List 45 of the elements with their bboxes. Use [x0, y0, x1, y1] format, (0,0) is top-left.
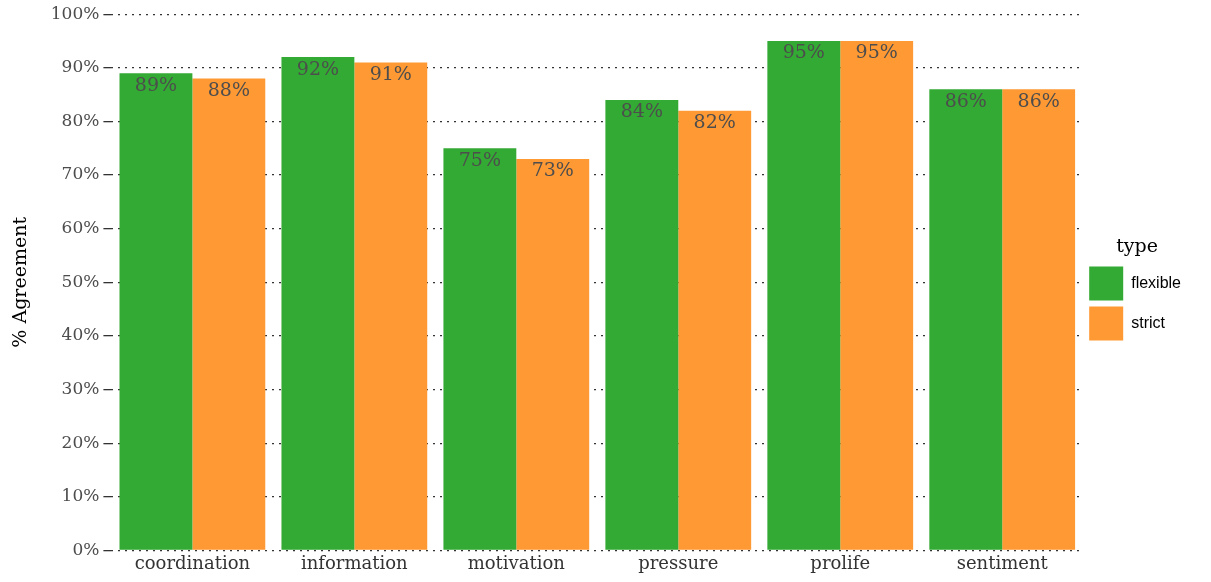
y-tick-label: 30% — [61, 377, 100, 398]
y-tick-label: 100% — [50, 2, 100, 23]
bar — [678, 110, 752, 550]
y-tick-label: 0% — [72, 538, 100, 559]
data-label: 75% — [458, 147, 501, 170]
y-tick-label: 80% — [61, 109, 100, 130]
y-tick-label: 10% — [61, 485, 100, 506]
bar — [767, 41, 841, 550]
data-label: 86% — [944, 88, 987, 111]
data-label: 82% — [693, 110, 736, 133]
bar — [119, 73, 193, 550]
x-tick-label: prolife — [810, 551, 871, 573]
x-tick-label: motivation — [467, 551, 566, 573]
y-tick-label: 40% — [61, 324, 100, 345]
bar — [1002, 89, 1076, 550]
data-label: 89% — [134, 72, 178, 95]
x-tick-label: pressure — [638, 551, 719, 573]
data-label: 84% — [620, 99, 663, 122]
data-label: 73% — [531, 158, 574, 181]
bar — [443, 148, 517, 550]
bar — [192, 78, 266, 550]
data-label: 92% — [296, 56, 340, 79]
bar — [354, 62, 428, 550]
legend-label: flexible — [1131, 273, 1182, 291]
legend-title: type — [1116, 234, 1158, 257]
y-tick-label: 20% — [61, 431, 100, 452]
y-axis-title: % Agreement — [8, 216, 31, 348]
bar — [281, 57, 355, 550]
data-label: 95% — [855, 40, 898, 63]
data-label: 91% — [369, 61, 412, 84]
y-tick-label: 60% — [61, 217, 100, 238]
x-tick-label: information — [301, 551, 409, 573]
data-label: 88% — [207, 77, 250, 100]
bar — [840, 41, 914, 550]
y-tick-label: 50% — [61, 270, 100, 291]
x-tick-label: coordination — [134, 551, 251, 573]
bar — [929, 89, 1003, 550]
data-label: 95% — [782, 40, 825, 63]
x-tick-label: sentiment — [956, 551, 1049, 573]
legend-label: strict — [1131, 313, 1166, 331]
y-tick-label: 70% — [61, 163, 100, 184]
bar — [516, 158, 590, 550]
y-tick-label: 90% — [61, 56, 100, 77]
data-label: 86% — [1017, 88, 1060, 111]
bar — [605, 99, 679, 550]
